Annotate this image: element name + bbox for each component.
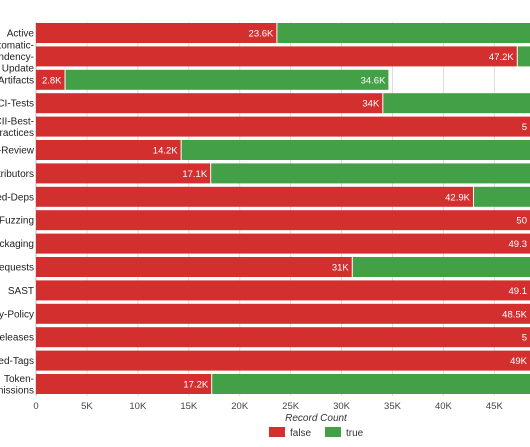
category-labels: ActiveAutomatic-Dependency-UpdateArtifac…: [0, 29, 35, 397]
data-label-false: 14.2K: [153, 146, 178, 157]
category-label: Artifacts: [0, 75, 34, 86]
data-label-false: 49.3: [509, 239, 528, 250]
data-label-false: 48.5K: [502, 309, 527, 320]
category-label: Signed-Tags: [0, 356, 34, 367]
x-tick-label: 25K: [282, 401, 300, 412]
bar-true[interactable]: [473, 186, 530, 207]
legend-swatch-true[interactable]: [325, 427, 341, 437]
bar-true[interactable]: [65, 69, 389, 90]
bars-layer: 23.6K247.2K2.8K34.6K34K1514.2K317.1K342.…: [36, 23, 530, 394]
data-label-false: 2.8K: [42, 75, 62, 86]
data-label-false: 5: [522, 122, 527, 133]
category-label: Automatic-Dependency-Update: [0, 40, 34, 74]
bar-true[interactable]: [383, 93, 530, 114]
category-label: Token-Permissions: [0, 374, 34, 397]
legend-label-false[interactable]: false: [290, 428, 312, 439]
data-label-false: 47.2K: [489, 52, 514, 63]
bar-true[interactable]: [517, 46, 530, 67]
data-label-false: 23.6K: [249, 29, 274, 40]
category-label: SAST: [8, 286, 34, 297]
bar-false[interactable]: [36, 257, 352, 277]
data-label-true: 34.6K: [361, 75, 386, 86]
category-label: Fuzzing: [0, 216, 34, 227]
bar-false[interactable]: [36, 210, 530, 231]
category-label: Contributors: [0, 169, 34, 180]
bar-true[interactable]: [181, 140, 530, 160]
x-axis-title: Record Count: [285, 413, 348, 424]
category-label: Code-Review: [0, 146, 35, 157]
category-label: Releases: [0, 333, 34, 344]
data-label-false: 5: [522, 333, 527, 344]
bar-false[interactable]: [36, 233, 530, 254]
category-label: CII-Best-Practices: [0, 116, 34, 139]
category-label: Pull-Requests: [0, 263, 34, 274]
category-label: Pinned-Deps: [0, 192, 34, 203]
bar-false[interactable]: [36, 327, 530, 348]
category-label: Active: [7, 29, 35, 40]
category-label: CI-Tests: [0, 99, 34, 110]
category-label: Packaging: [0, 239, 34, 250]
bar-false[interactable]: [36, 303, 530, 324]
x-axis-ticks: 0 5K 10K 15K 20K 25K 30K 35K 40K 45K: [33, 401, 503, 412]
bar-true[interactable]: [277, 23, 530, 43]
data-label-false: 17.1K: [182, 169, 207, 180]
legend[interactable]: false true: [269, 427, 364, 439]
x-tick-label: 45K: [486, 401, 504, 412]
bar-false[interactable]: [36, 186, 473, 207]
data-label-false: 34K: [362, 99, 380, 110]
x-tick-label: 30K: [333, 401, 351, 412]
category-label: Security-Policy: [0, 309, 34, 320]
x-tick-label: 10K: [129, 401, 147, 412]
bar-false[interactable]: [36, 23, 277, 43]
bar-false[interactable]: [36, 93, 383, 114]
x-tick-label: 5K: [81, 401, 93, 412]
data-label-false: 17.2K: [183, 380, 208, 391]
legend-swatch-false[interactable]: [269, 427, 285, 437]
x-tick-label: 40K: [435, 401, 453, 412]
bar-true[interactable]: [352, 257, 530, 277]
data-label-false: 42.9K: [445, 192, 470, 203]
x-tick-label: 35K: [384, 401, 402, 412]
bar-false[interactable]: [36, 350, 530, 371]
x-tick-label: 20K: [231, 401, 249, 412]
bar-false[interactable]: [36, 374, 212, 394]
data-label-false: 49K: [510, 356, 528, 367]
bar-false[interactable]: [36, 46, 517, 67]
data-label-false: 49.1: [509, 286, 528, 297]
bar-false[interactable]: [36, 280, 530, 301]
bar-false[interactable]: [36, 69, 65, 90]
x-tick-label: 0: [33, 401, 38, 412]
x-tick-label: 15K: [180, 401, 198, 412]
bar-true[interactable]: [212, 374, 530, 394]
data-label-false: 31K: [332, 263, 350, 274]
bar-false[interactable]: [36, 116, 530, 137]
data-label-false: 50: [516, 216, 527, 227]
bar-false[interactable]: [36, 163, 211, 184]
bar-true[interactable]: [211, 163, 530, 184]
legend-label-true[interactable]: true: [346, 428, 364, 439]
bar-false[interactable]: [36, 140, 181, 160]
